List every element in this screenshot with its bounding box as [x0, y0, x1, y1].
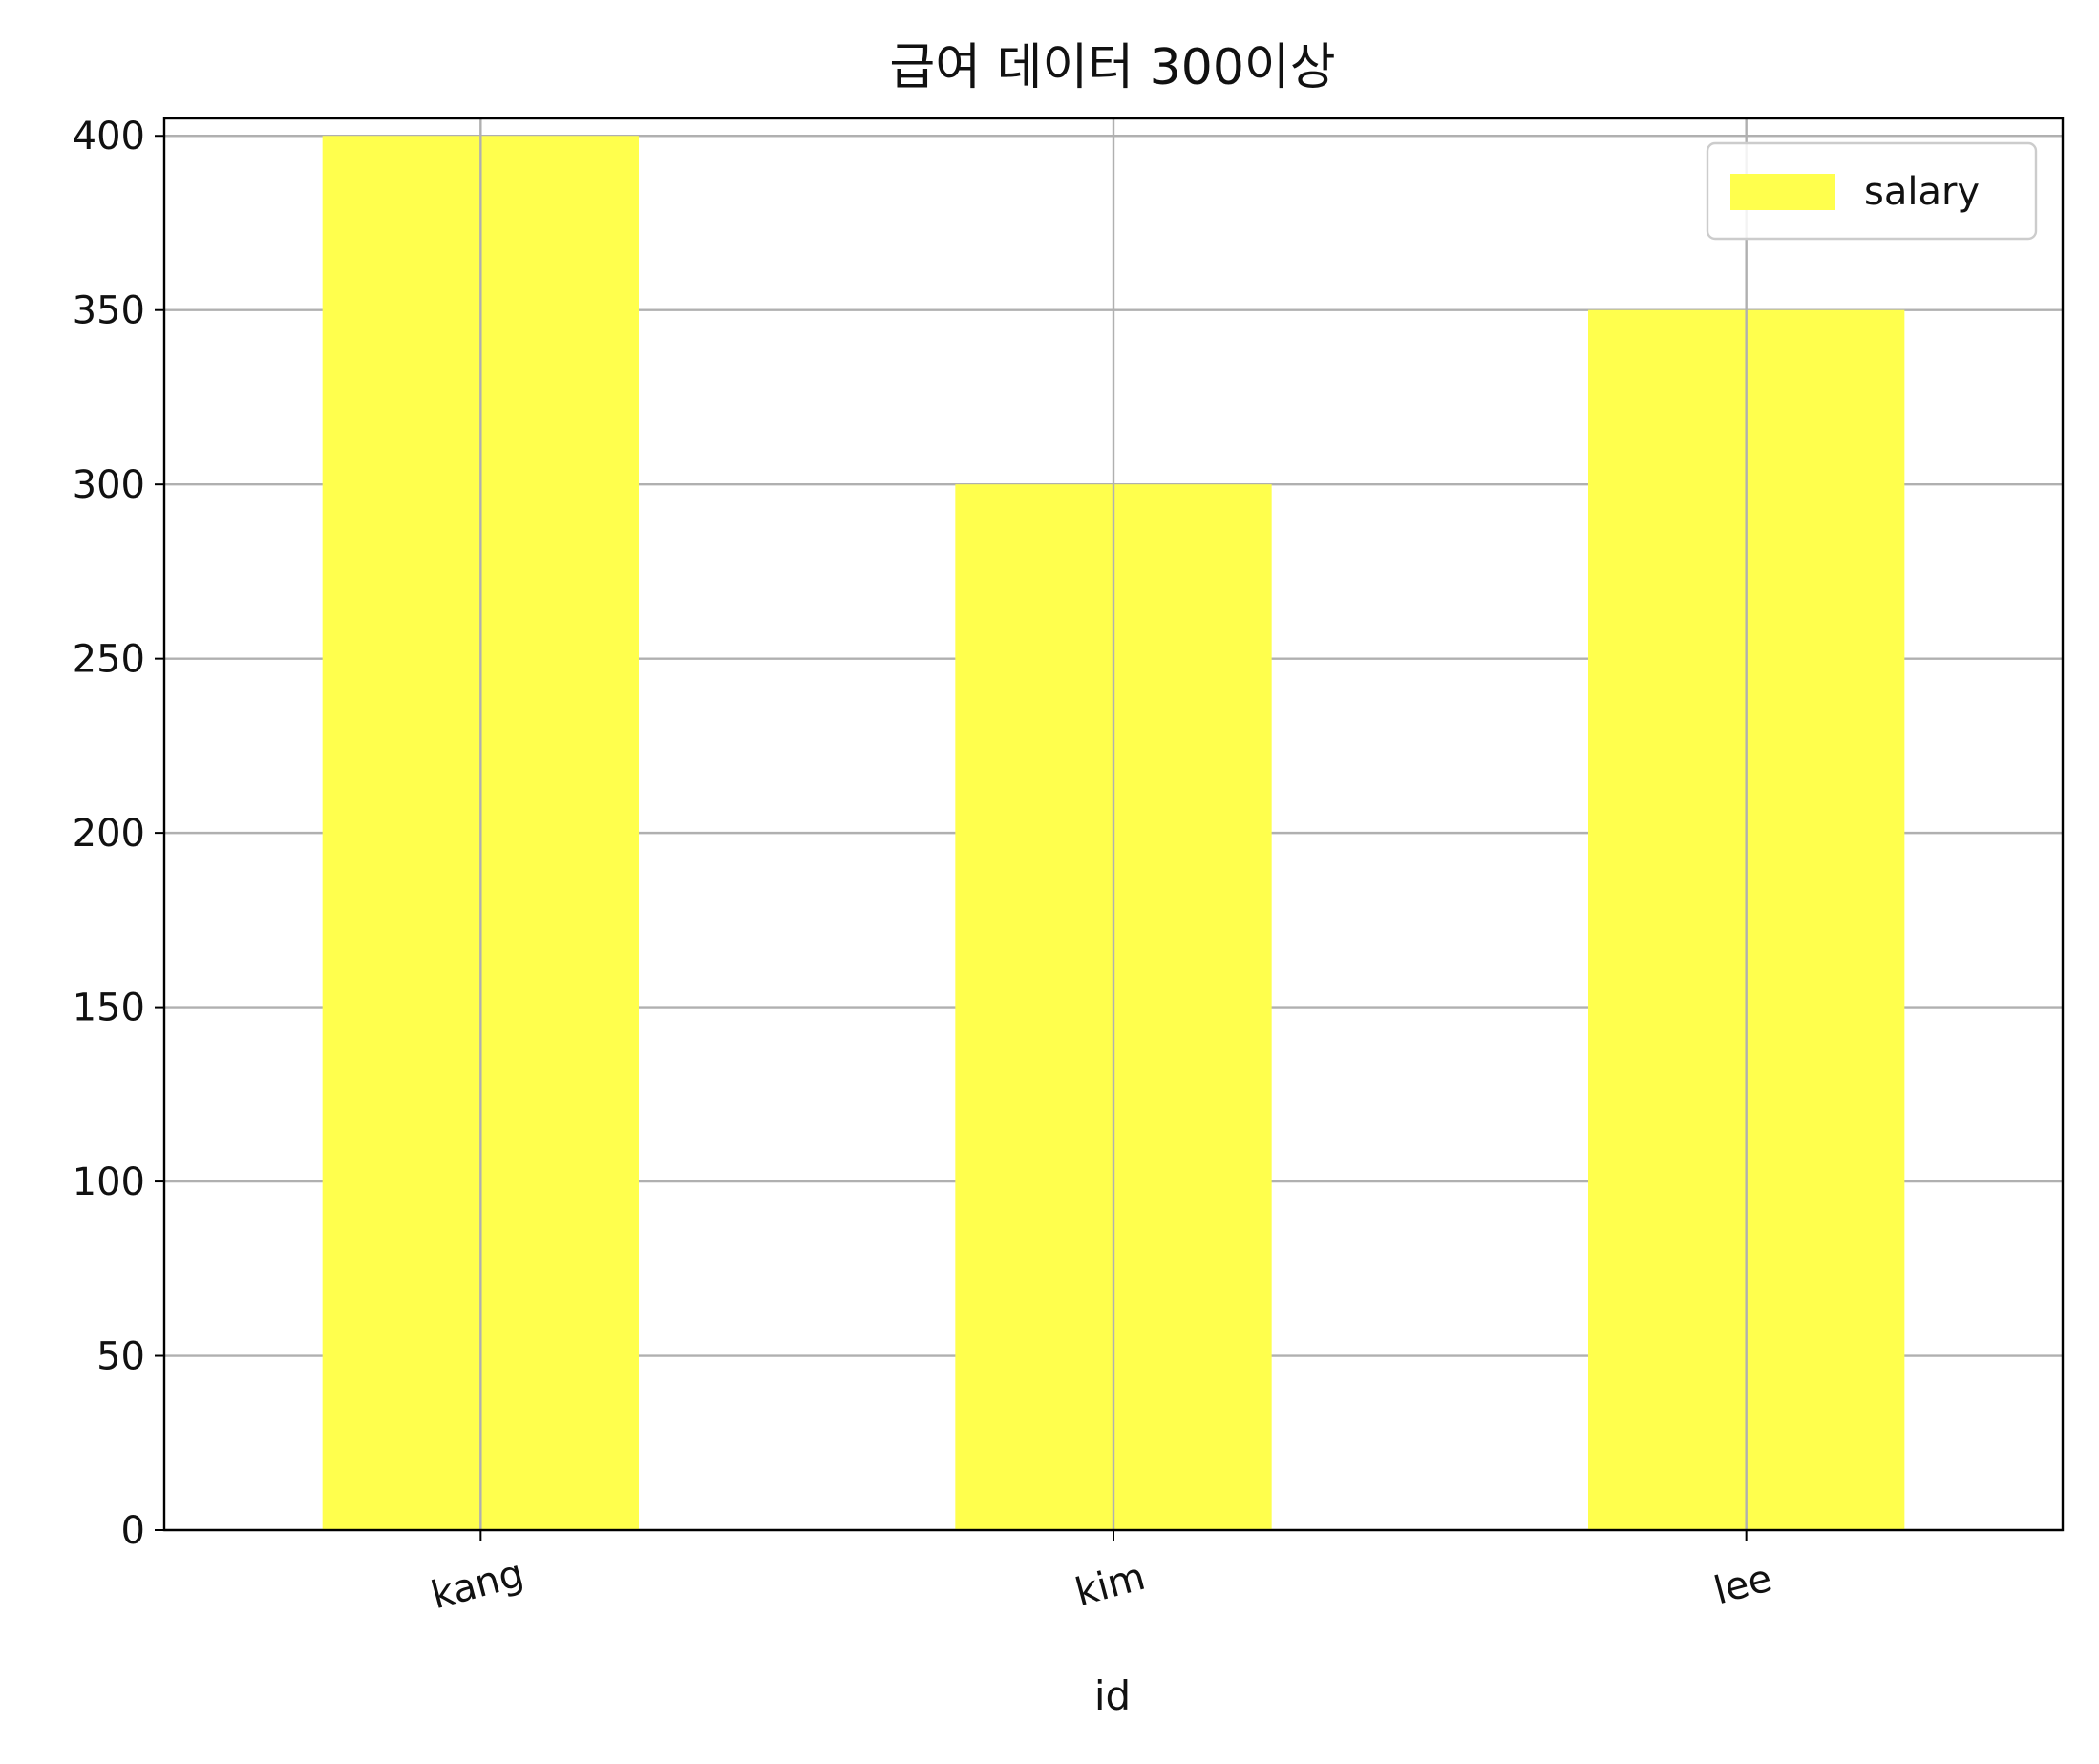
- y-tick-label: 250: [73, 638, 145, 682]
- legend-label: salary: [1864, 170, 1980, 214]
- legend-swatch: [1730, 174, 1835, 210]
- y-tick-label: 300: [73, 463, 145, 507]
- y-tick-label: 400: [73, 115, 145, 159]
- y-tick-label: 100: [73, 1160, 145, 1204]
- y-tick-label: 150: [73, 987, 145, 1031]
- bars: [322, 118, 1905, 1530]
- legend: salary: [1706, 141, 2038, 241]
- y-tick-label: 0: [121, 1509, 145, 1553]
- axes: [155, 117, 2065, 1541]
- y-tick-label: 200: [73, 812, 145, 856]
- y-tick-label: 50: [96, 1335, 145, 1379]
- y-tick-label: 350: [73, 289, 145, 333]
- legend-box: [1706, 141, 2038, 241]
- x-axis-label: id: [1094, 1672, 1131, 1719]
- chart-title: 급여 데이터 300이상: [889, 39, 1335, 96]
